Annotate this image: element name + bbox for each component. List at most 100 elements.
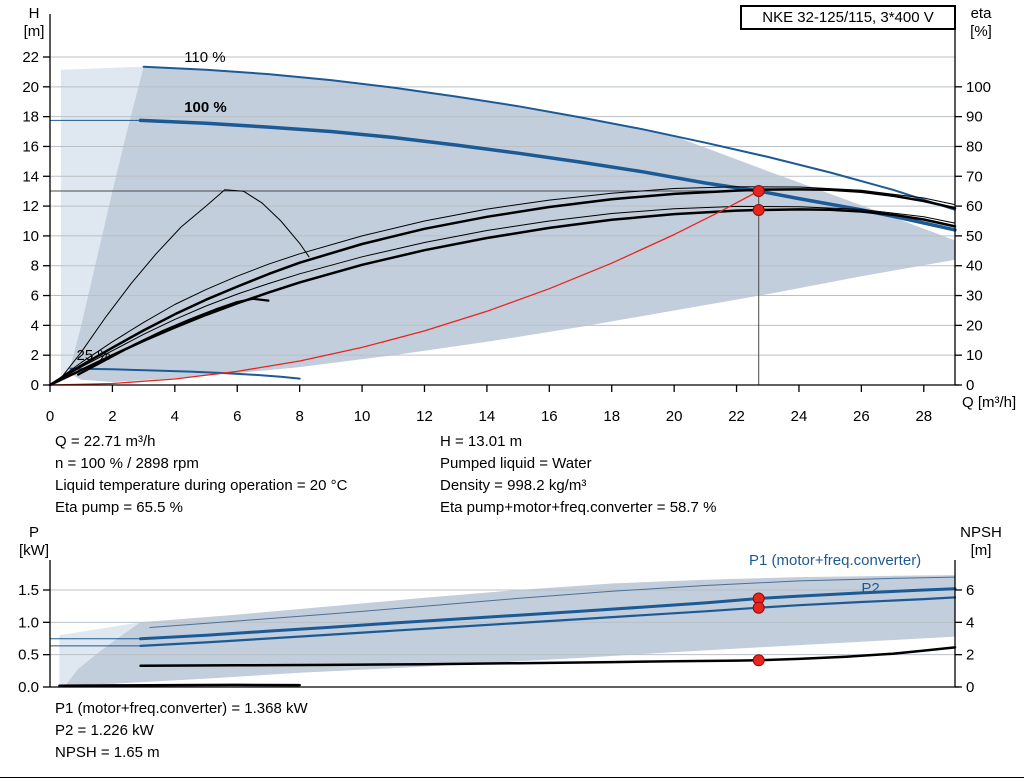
x-tick-label: 12 <box>416 408 433 425</box>
y-left-tick-label: 12 <box>22 198 39 215</box>
y-left-tick-label: 1.5 <box>18 582 39 599</box>
duty-info-right: H = 13.01 m Pumped liquid = Water Densit… <box>440 431 716 519</box>
power-info: P1 (motor+freq.converter) = 1.368 kW P2 … <box>55 698 308 764</box>
x-tick-label: 18 <box>603 408 620 425</box>
info-line-npsh: NPSH = 1.65 m <box>55 744 160 761</box>
y-right-tick-label: 20 <box>966 317 983 334</box>
y-right-axis-unit: [m] <box>971 542 992 559</box>
band-operating-range <box>68 66 955 382</box>
x-tick-label: 20 <box>666 408 683 425</box>
y-left-tick-label: 20 <box>22 79 39 96</box>
system-curve <box>49 190 760 386</box>
y-left-tick-label: 0 <box>31 377 39 394</box>
band-low-flow <box>60 66 144 379</box>
y-right-tick-label: 6 <box>966 582 974 599</box>
x-tick-label: 8 <box>295 408 303 425</box>
x-tick-label: 0 <box>46 408 54 425</box>
y-left-tick-label: 6 <box>31 288 39 305</box>
band-low-flow <box>59 622 141 686</box>
band-power-range <box>65 575 956 686</box>
y-left-tick-label: 8 <box>31 258 39 275</box>
x-tick-label: 6 <box>233 408 241 425</box>
eta-pump-motor-freq <box>48 208 957 387</box>
x-tick-label: 22 <box>728 408 745 425</box>
y-left-axis-title: P <box>29 524 39 541</box>
eta-25pct <box>62 189 310 377</box>
y-left-tick-label: 18 <box>22 109 39 126</box>
y-right-tick-label: 40 <box>966 258 983 275</box>
y-left-axis-unit: [m] <box>24 23 45 40</box>
y-left-tick-label: 2 <box>31 347 39 364</box>
info-line-speed: n = 100 % / 2898 rpm <box>55 455 199 472</box>
info-line-eta-pump: Eta pump = 65.5 % <box>55 499 183 516</box>
y-right-tick-label: 30 <box>966 288 983 305</box>
y-left-tick-label: 10 <box>22 228 39 245</box>
curve-label: P2 <box>861 580 879 597</box>
y-right-tick-label: 10 <box>966 347 983 364</box>
info-line-p1: P1 (motor+freq.converter) = 1.368 kW <box>55 700 308 717</box>
y-right-tick-label: 80 <box>966 138 983 155</box>
info-line-p2: P2 = 1.226 kW <box>55 722 154 739</box>
x-tick-label: 26 <box>853 408 870 425</box>
x-tick-label: 14 <box>479 408 496 425</box>
duty-point-marker <box>752 185 765 197</box>
pump-model-badge: NKE 32-125/115, 3*400 V <box>740 5 956 30</box>
p2-curve <box>139 596 957 648</box>
y-left-tick-label: 0.0 <box>18 679 39 696</box>
y-left-tick-label: 22 <box>22 49 39 66</box>
x-tick-label: 10 <box>354 408 371 425</box>
p2-25pct <box>58 683 301 687</box>
y-right-tick-label: 50 <box>966 228 983 245</box>
y-right-tick-label: 0 <box>966 679 974 696</box>
p1-110pct <box>149 576 956 628</box>
eta-total-110pct <box>49 205 956 386</box>
duty-info-left: Q = 22.71 m³/h n = 100 % / 2898 rpm Liqu… <box>55 431 347 519</box>
info-line-flow: Q = 22.71 m³/h <box>55 433 156 450</box>
x-tick-label: 16 <box>541 408 558 425</box>
x-axis-title: Q [m³/h] <box>962 394 1016 411</box>
curve-110pct <box>142 65 956 211</box>
info-line-eta-total: Eta pump+motor+freq.converter = 58.7 % <box>440 499 717 516</box>
x-tick-label: 4 <box>171 408 179 425</box>
eta-pump-110pct <box>49 186 956 386</box>
curve-100pct <box>138 118 957 232</box>
npsh-curve <box>139 646 957 667</box>
y-right-axis-title: eta <box>971 5 993 22</box>
info-line-liquid: Pumped liquid = Water <box>440 455 592 472</box>
y-right-tick-label: 70 <box>966 168 983 185</box>
y-right-axis-unit: [%] <box>970 23 992 40</box>
duty-point-marker <box>752 204 765 216</box>
y-right-tick-label: 90 <box>966 109 983 126</box>
pump-model-label: NKE 32-125/115, 3*400 V <box>762 9 934 26</box>
p1-curve <box>139 587 957 641</box>
y-left-tick-label: 14 <box>22 168 39 185</box>
x-tick-label: 28 <box>915 408 932 425</box>
page-divider <box>0 777 1024 778</box>
y-right-tick-label: 2 <box>966 647 974 664</box>
y-right-tick-label: 100 <box>966 79 991 96</box>
y-left-axis-unit: [kW] <box>19 542 49 559</box>
y-right-tick-label: 0 <box>966 377 974 394</box>
duty-point-marker <box>752 601 765 614</box>
curve-label: 110 % <box>184 49 225 66</box>
duty-point-marker <box>752 654 765 667</box>
curve-25pct <box>69 367 301 380</box>
info-line-temperature: Liquid temperature during operation = 20… <box>55 477 348 494</box>
info-line-head: H = 13.01 m <box>440 433 523 450</box>
qh-eta-chart: 0246810121416182022010203040506070809010… <box>22 5 1016 425</box>
y-left-tick-label: 16 <box>22 138 39 155</box>
eta-pump <box>48 188 957 387</box>
y-right-tick-label: 4 <box>966 614 974 631</box>
info-line-density: Density = 998.2 kg/m³ <box>440 477 587 494</box>
y-left-tick-label: 4 <box>31 317 39 334</box>
y-right-tick-label: 60 <box>966 198 983 215</box>
x-tick-label: 2 <box>108 408 116 425</box>
power-npsh-chart: 0.0 0.5 1.0 1.5 0 2 4 6 P[kW] NPSH[m] P1 (motor+fr… <box>18 524 1002 696</box>
curve-label: 100 % <box>184 99 227 116</box>
y-left-axis-title: H <box>29 5 40 22</box>
curve-label: 25 % <box>77 347 111 364</box>
y-left-tick-label: 1.0 <box>18 614 39 631</box>
y-right-axis-title: NPSH <box>960 524 1002 541</box>
